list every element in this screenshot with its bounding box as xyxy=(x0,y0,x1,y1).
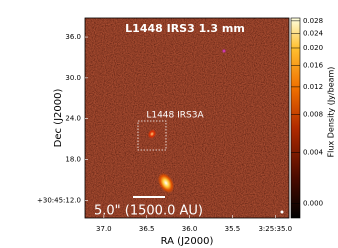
y-tick-label: 24.0 xyxy=(65,115,81,123)
y-tick-label: 18.0 xyxy=(65,155,81,163)
colorbar-tick-label: 0.004 xyxy=(303,148,324,156)
x-tick-label: 35.5 xyxy=(225,225,241,233)
source-faint xyxy=(221,48,227,54)
x-tick-label: 37.0 xyxy=(96,225,112,233)
colorbar-tick-label: 0.008 xyxy=(303,111,323,119)
y-tick-label: 36.0 xyxy=(65,33,81,41)
colorbar-tick-label: 0.020 xyxy=(303,44,323,52)
source-irs3b xyxy=(157,172,175,194)
y-axis-label: Dec (J2000) xyxy=(53,89,64,148)
scale-bar-label: 5.0" (1500.0 AU) xyxy=(94,204,203,219)
colorbar xyxy=(290,17,301,219)
source-irs3a xyxy=(147,129,157,139)
colorbar-tick-label: 0.028 xyxy=(303,17,323,25)
y-tick-label: +30:45:12.0 xyxy=(37,196,81,204)
colorbar-label: Flux Density (Jy/beam) xyxy=(327,67,336,158)
x-tick-label: 36.5 xyxy=(139,225,155,233)
y-tick-label: 30.0 xyxy=(65,74,81,82)
image-panel: L1448 IRS3A L1448 IRS3 1.3 mm 5.0" (1500… xyxy=(84,17,290,219)
x-tick-label: 3:25:35.0 xyxy=(258,225,292,233)
colorbar-tick-label: 0.012 xyxy=(303,83,323,91)
x-tick-label: 36.0 xyxy=(182,225,198,233)
colorbar-tick-label: 0.000 xyxy=(303,200,323,208)
x-axis-label: RA (J2000) xyxy=(161,236,214,247)
beam xyxy=(280,210,284,214)
colorbar-tick-label: 0.016 xyxy=(303,61,324,69)
frame xyxy=(84,17,290,219)
image-noise xyxy=(85,18,289,218)
source-label: L1448 IRS3A xyxy=(146,111,204,121)
source-box xyxy=(137,120,167,151)
chart-title: L1448 IRS3 1.3 mm xyxy=(125,22,245,35)
colorbar-tick-label: 0.024 xyxy=(303,29,324,37)
